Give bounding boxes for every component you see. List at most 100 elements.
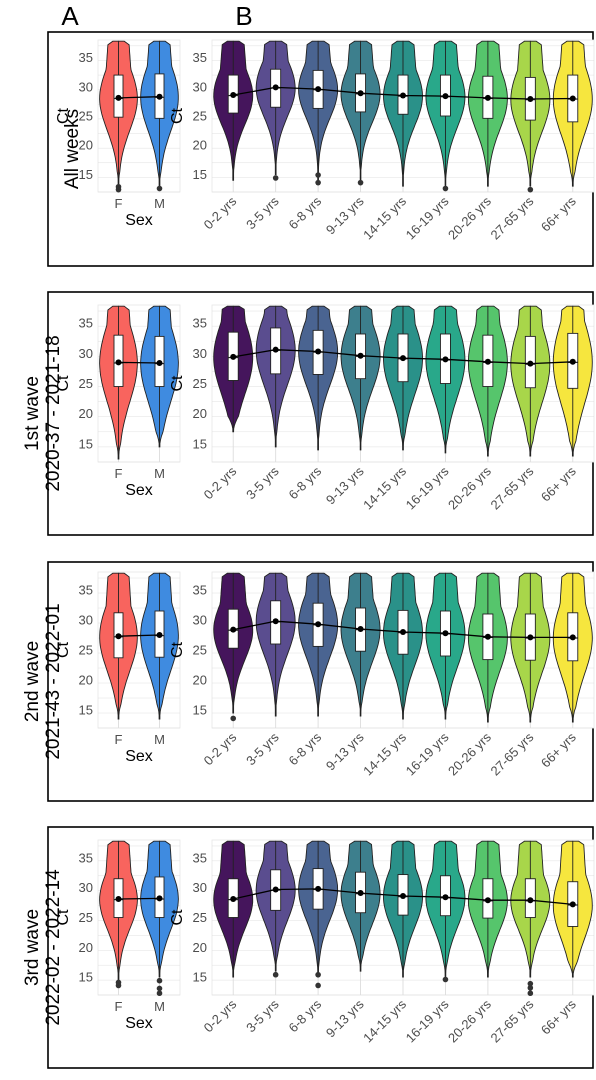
mean-point <box>442 894 449 901</box>
x-tick-label: 66+ yrs <box>538 463 579 504</box>
mean-point <box>115 359 122 366</box>
y-tick-label: 15 <box>79 970 93 985</box>
x-tick-label: 0-2 yrs <box>201 463 240 502</box>
y-axis-title: Ct <box>55 641 72 658</box>
y-tick-label: 35 <box>79 316 93 331</box>
y-tick-label: 35 <box>79 850 93 865</box>
x-tick-label: 14-15 yrs <box>360 193 409 242</box>
mean-point <box>357 890 364 897</box>
x-tick-label: 14-15 yrs <box>360 729 409 778</box>
y-tick-label: 20 <box>193 138 207 153</box>
mean-point <box>569 634 576 641</box>
y-tick-label: 35 <box>79 50 93 65</box>
x-tick-label: 14-15 yrs <box>360 463 409 512</box>
row-label: 2020-37 - 2021-18 <box>43 335 64 491</box>
outlier-point <box>442 185 449 192</box>
x-tick-label: 20-26 yrs <box>445 463 494 512</box>
y-axis-title: Ct <box>169 107 186 124</box>
x-axis-title: Sex <box>125 748 153 765</box>
x-tick-label: F <box>115 196 123 211</box>
x-tick-label: 27-65 yrs <box>488 729 537 778</box>
y-tick-label: 15 <box>79 703 93 718</box>
mean-point <box>484 94 491 101</box>
mean-point <box>115 633 122 640</box>
outlier-point <box>442 976 449 983</box>
outlier-point <box>115 183 122 190</box>
y-tick-label: 15 <box>193 970 207 985</box>
row-2: 1st wave 2020-37 - 2021-18 15 20 25 30 35 Ct F MS… <box>22 291 595 536</box>
row-label: 1st wave <box>22 376 43 451</box>
mean-point <box>115 896 122 903</box>
mean-point <box>315 86 322 93</box>
y-axis-title: Ct <box>169 375 186 392</box>
mean-point <box>156 632 163 638</box>
y-tick-label: 25 <box>193 376 207 391</box>
y-tick-label: 20 <box>79 406 93 421</box>
y-tick-label: 15 <box>193 167 207 182</box>
outlier-point <box>156 185 163 192</box>
x-tick-label: F <box>115 732 123 747</box>
mean-point <box>357 90 364 97</box>
y-tick-label: 20 <box>193 940 207 955</box>
panel-label-b: B <box>235 1 252 31</box>
y-axis-title: Ct <box>55 375 72 392</box>
mean-point <box>315 621 322 628</box>
x-tick-label: 27-65 yrs <box>488 996 537 1045</box>
x-tick-label: 16-19 yrs <box>403 463 452 512</box>
y-tick-label: 35 <box>193 316 207 331</box>
x-tick-label: 20-26 yrs <box>445 193 494 242</box>
outlier-point <box>272 175 279 181</box>
y-tick-label: 30 <box>193 79 207 94</box>
y-tick-label: 30 <box>79 79 93 94</box>
row-label: 3rd wave <box>22 909 43 986</box>
y-tick-label: 20 <box>79 673 93 688</box>
outlier-point <box>315 172 321 178</box>
outlier-point <box>156 985 163 992</box>
outlier-point <box>156 990 163 997</box>
y-tick-label: 25 <box>79 109 93 124</box>
y-tick-label: 35 <box>193 50 207 65</box>
mean-point <box>569 95 576 102</box>
mean-point <box>272 618 279 625</box>
outlier-point <box>527 990 534 997</box>
y-tick-label: 25 <box>79 910 93 925</box>
mean-point <box>156 93 163 100</box>
mean-point <box>400 355 406 362</box>
mean-point <box>272 84 279 91</box>
row-4: 3rd wave 2022-02 - 2022-14 15 20 25 30 35 Ct F MS… <box>22 826 595 1069</box>
y-tick-label: 15 <box>79 167 93 182</box>
row-label: All weeks <box>62 109 83 189</box>
x-tick-label: 6-8 yrs <box>286 463 325 502</box>
x-tick-label: 66+ yrs <box>538 729 579 770</box>
y-tick-label: 20 <box>79 138 93 153</box>
x-tick-label: 3-5 yrs <box>243 463 282 502</box>
x-tick-label: 0-2 yrs <box>201 729 240 768</box>
x-tick-label: 6-8 yrs <box>286 193 325 232</box>
x-tick-label: 16-19 yrs <box>403 193 452 242</box>
x-tick-label: M <box>154 732 165 747</box>
y-tick-label: 25 <box>193 643 207 658</box>
row-label: 2nd wave <box>22 641 43 722</box>
y-axis-title: Ct <box>55 909 72 926</box>
outlier-point <box>315 179 321 186</box>
mean-line <box>118 634 160 637</box>
outlier-point <box>272 971 279 978</box>
x-tick-label: 20-26 yrs <box>445 729 494 778</box>
y-tick-label: 30 <box>79 613 93 628</box>
x-tick-label: M <box>154 999 165 1014</box>
y-tick-label: 35 <box>193 583 207 598</box>
row-label: 2021-43 - 2022-01 <box>43 603 64 759</box>
mean-point <box>527 634 534 641</box>
x-tick-label: 0-2 yrs <box>201 193 240 232</box>
panel-label-a: A <box>61 1 79 31</box>
x-tick-label: 3-5 yrs <box>243 193 282 232</box>
mean-point <box>230 896 237 903</box>
x-tick-label: M <box>154 466 165 481</box>
x-tick-label: 3-5 yrs <box>243 729 282 768</box>
mean-point <box>527 96 534 103</box>
mean-point <box>357 626 364 632</box>
y-axis-title: Ct <box>169 909 186 926</box>
